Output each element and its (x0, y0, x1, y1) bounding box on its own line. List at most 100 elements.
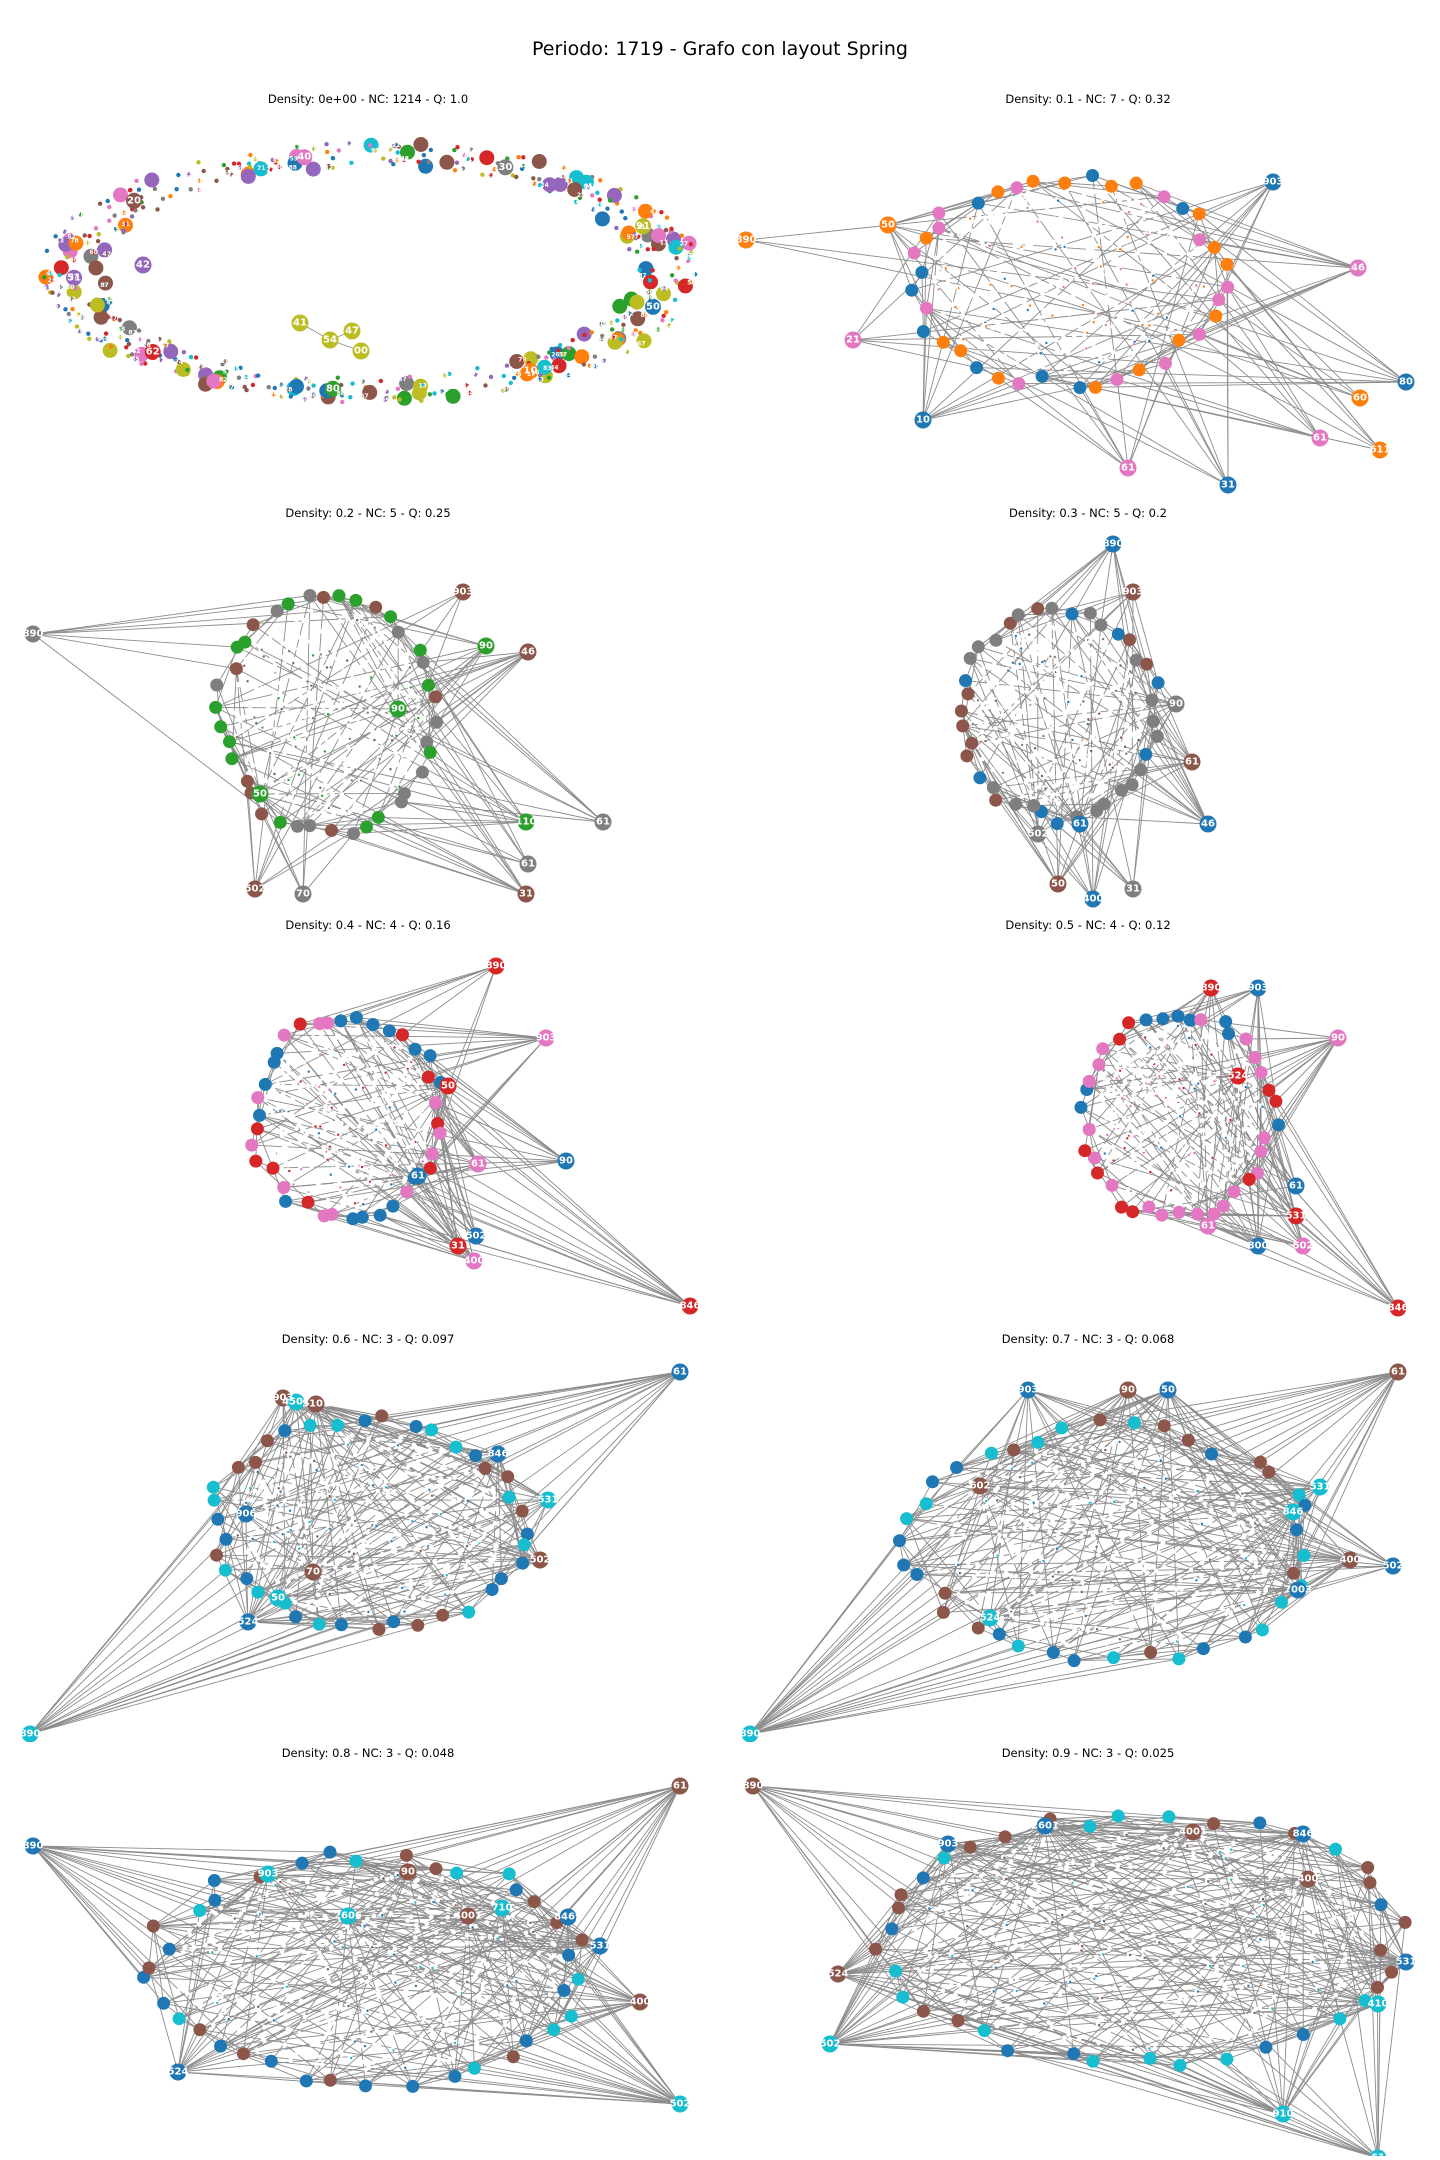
graph-edge (1135, 182, 1200, 241)
graph-edge (749, 1572, 1294, 1735)
graph-node-interior (360, 650, 366, 656)
graph-edge (406, 1163, 479, 1193)
graph-node-interior (1192, 287, 1197, 293)
graph-node-interior (347, 1132, 352, 1138)
graph-node (218, 1563, 232, 1577)
graph-node-interior (392, 1504, 398, 1510)
graph-node-interior (370, 1065, 375, 1071)
graph-node-interior (428, 1544, 434, 1550)
graph-node-interior (1164, 1066, 1169, 1072)
graph-node-small (621, 322, 626, 327)
graph-node-interior (986, 699, 991, 705)
node-label: 26 (551, 351, 559, 358)
graph-node-interior (329, 1160, 335, 1165)
graph-node-small (244, 1501, 248, 1504)
graph-node-interior (1046, 788, 1051, 793)
graph-node (574, 349, 590, 365)
graph-node-interior (945, 276, 950, 282)
graph-node-small (1101, 637, 1105, 641)
graph-node-interior (1141, 1052, 1147, 1058)
node-label: 53 (536, 376, 544, 383)
graph-node-interior (389, 1479, 395, 1485)
graph-node (1192, 327, 1206, 341)
graph-node-small (87, 233, 92, 239)
node-label: 95 (371, 147, 379, 154)
graph-node-interior (1042, 236, 1048, 241)
graph-node-interior (1019, 759, 1024, 764)
graph-node-interior (1012, 242, 1018, 248)
graph-panel-7: Density: 0.6 - NC: 3 - Q: 0.097 61 890 502 8… (18, 1332, 718, 1742)
graph-node-interior (423, 1110, 429, 1116)
graph-edge (1095, 181, 1274, 388)
graph-node-interior (277, 1463, 283, 1469)
graph-node-interior (342, 1464, 348, 1470)
graph-node-interior (1007, 690, 1013, 695)
graph-node-interior (292, 762, 298, 768)
node-label: 47 (155, 336, 163, 343)
graph-node-interior (1048, 624, 1054, 630)
graph-node-interior (1217, 1145, 1223, 1151)
graph-node-small (400, 377, 405, 382)
graph-node-small (1074, 267, 1077, 270)
graph-edge (312, 1510, 523, 1573)
graph-node-interior (269, 780, 275, 786)
graph-node (520, 1527, 534, 1541)
graph-node-small (69, 215, 75, 221)
graph-node-interior (301, 1059, 307, 1065)
graph-node-interior (1150, 320, 1155, 325)
graph-node-interior (405, 1489, 411, 1494)
graph-node-interior (1114, 1063, 1120, 1069)
graph-node-interior (1159, 1043, 1165, 1048)
graph-node-interior (362, 1611, 368, 1617)
graph-edge (32, 616, 391, 635)
graph-node-interior (1077, 761, 1082, 767)
node-label: 44 (607, 320, 615, 327)
graph-node-interior (492, 1546, 498, 1552)
graph-node-small (600, 333, 605, 339)
graph-node-small (188, 187, 193, 192)
graph-node-interior (1031, 271, 1037, 277)
graph-node-small (173, 357, 178, 362)
graph-node-interior (264, 714, 270, 719)
node-label: 96 (393, 157, 401, 164)
graph-node-interior (347, 809, 353, 814)
graph-node (321, 331, 339, 349)
graph-node-small (1157, 312, 1160, 315)
node-label: 95 (231, 366, 239, 373)
graph-node-interior (1075, 705, 1081, 710)
graph-node-interior (1116, 316, 1122, 322)
graph-node-interior (479, 1507, 484, 1513)
node-label: 14 (571, 199, 579, 206)
graph-node-interior (1165, 243, 1171, 249)
graph-node-interior (358, 614, 364, 619)
graph-node-interior (274, 1476, 280, 1482)
graph-node-interior (403, 726, 408, 732)
node-label: 13 (584, 184, 592, 191)
graph-node-small (279, 1490, 282, 1493)
graph-node-interior (269, 1092, 275, 1097)
graph-node-interior (243, 657, 249, 662)
graph-node-small (650, 268, 655, 273)
graph-node-small (1043, 659, 1046, 663)
graph-node-small (655, 327, 661, 332)
graph-node-interior (1151, 1100, 1157, 1106)
graph-node-interior (1172, 1152, 1177, 1158)
graph-node-small (319, 653, 323, 656)
graph-node-interior (1223, 1126, 1229, 1131)
graph-node-interior (1135, 1160, 1141, 1166)
graph-node-interior (1120, 1125, 1125, 1130)
graph-node (1264, 173, 1282, 191)
graph-node-interior (448, 1524, 454, 1530)
graph-node-interior (450, 1574, 456, 1579)
graph-node-interior (260, 1511, 266, 1517)
graph-node-small (537, 377, 542, 382)
graph-node-interior (281, 714, 287, 720)
graph-node-interior (283, 701, 289, 707)
graph-node-interior (364, 1543, 370, 1549)
graph-node-interior (1132, 1070, 1138, 1076)
graph-node-interior (437, 1479, 442, 1484)
graph-node-interior (259, 685, 265, 691)
graph-edge (431, 1429, 499, 1455)
graph-node-interior (328, 1111, 334, 1117)
graph-node-interior (1117, 667, 1123, 673)
